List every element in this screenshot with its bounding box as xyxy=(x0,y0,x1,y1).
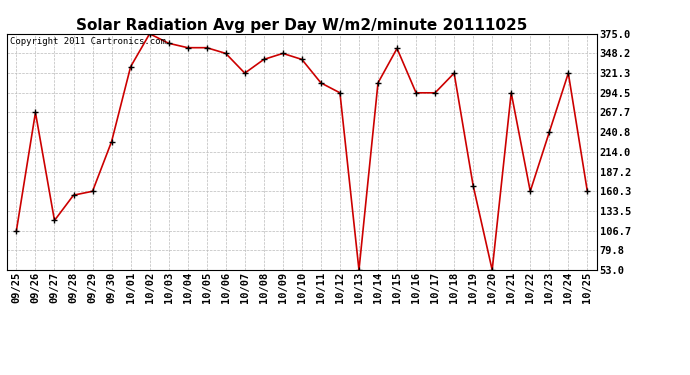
Title: Solar Radiation Avg per Day W/m2/minute 20111025: Solar Radiation Avg per Day W/m2/minute … xyxy=(76,18,528,33)
Text: Copyright 2011 Cartronics.com: Copyright 2011 Cartronics.com xyxy=(10,37,166,46)
